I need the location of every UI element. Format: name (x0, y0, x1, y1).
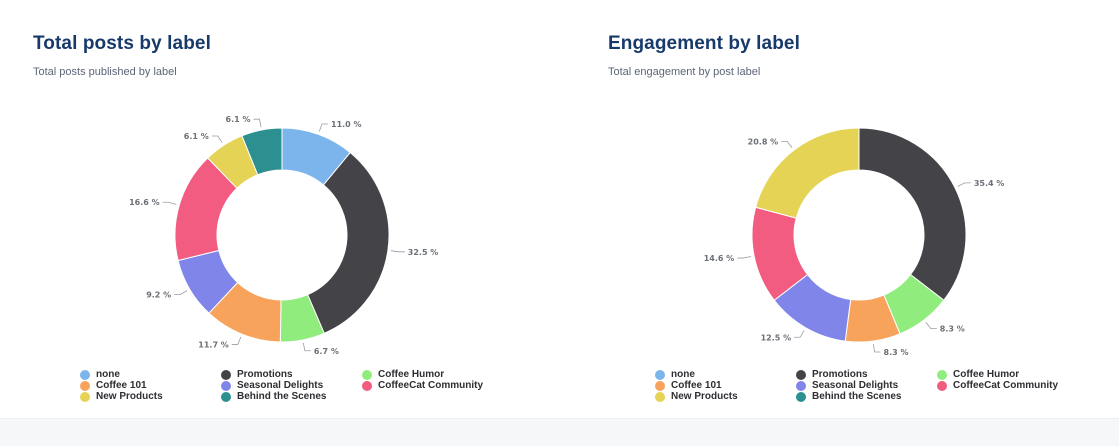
legend-label: New Products (96, 391, 163, 402)
data-label-new-products: 20.8 % (748, 137, 779, 146)
data-label-promotions: 32.5 % (408, 248, 439, 257)
legend-label: Coffee 101 (671, 380, 722, 391)
legend-marker (937, 380, 947, 391)
legend-item-behind-the-scenes[interactable]: Behind the Scenes (796, 391, 937, 402)
legend-marker (362, 380, 372, 391)
legend-item-coffee-humor[interactable]: Coffee Humor (937, 369, 1097, 380)
posts-by-label-panel: Total posts by label Total posts publish… (0, 0, 560, 418)
connector-new-products (211, 135, 223, 143)
legend-label: Coffee 101 (96, 380, 147, 391)
data-label-coffee-101: 11.7 % (198, 340, 229, 349)
legend-label: none (96, 369, 120, 380)
connector-promotions (957, 182, 971, 187)
data-label-behind-the-scenes: 6.1 % (226, 115, 251, 124)
legend-label: CoffeeCat Community (378, 380, 484, 391)
legend-marker (796, 380, 806, 391)
legend-label: Coffee Humor (953, 369, 1020, 380)
legend-item-promotions[interactable]: Promotions (796, 369, 937, 380)
legend-item-new-products[interactable]: New Products (80, 391, 221, 402)
connector-behind-the-scenes (253, 118, 262, 128)
slice-new-products[interactable] (755, 127, 860, 219)
legend-item-coffee-humor[interactable]: Coffee Humor (362, 369, 522, 380)
legend-item-none[interactable]: none (655, 369, 796, 380)
legend-marker (221, 369, 231, 380)
legend-marker (221, 391, 231, 402)
legend-marker (655, 391, 665, 402)
legend-item-promotions[interactable]: Promotions (221, 369, 362, 380)
chart-legend: none Promotions Coffee Humor Coffee 101 … (655, 369, 1115, 402)
legend-item-none[interactable]: none (80, 369, 221, 380)
legend-item-coffeecat-community[interactable]: CoffeeCat Community (362, 380, 522, 391)
data-label-seasonal-delights: 12.5 % (761, 333, 792, 342)
connector-promotions (390, 250, 405, 253)
legend-marker (796, 369, 806, 380)
connector-coffeecat-community (162, 201, 177, 205)
legend-marker (80, 380, 90, 391)
legend-label: Behind the Scenes (812, 391, 902, 402)
connector-coffee-101 (873, 343, 881, 353)
data-label-coffee-humor: 6.7 % (314, 347, 339, 356)
legend-item-coffee-101[interactable]: Coffee 101 (80, 380, 221, 391)
chart-title: Total posts by label (33, 33, 211, 54)
connector-coffee-humor (925, 322, 937, 330)
legend-label: New Products (671, 391, 738, 402)
legend-item-behind-the-scenes[interactable]: Behind the Scenes (221, 391, 362, 402)
legend-label: Behind the Scenes (237, 391, 327, 402)
legend-marker (655, 380, 665, 391)
legend-label: Promotions (812, 369, 868, 380)
data-label-coffeecat-community: 16.6 % (129, 198, 160, 207)
connector-coffee-101 (231, 336, 242, 345)
legend-item-seasonal-delights[interactable]: Seasonal Delights (221, 380, 362, 391)
dashboard-card: Total posts by label Total posts publish… (0, 0, 1119, 419)
engagement-by-label-panel: Engagement by label Total engagement by … (575, 0, 1119, 418)
legend-item-coffeecat-community[interactable]: CoffeeCat Community (937, 380, 1097, 391)
legend-marker (80, 369, 90, 380)
connector-new-products (781, 140, 793, 148)
connector-seasonal-delights (174, 290, 188, 296)
data-label-coffeecat-community: 14.6 % (704, 254, 735, 263)
chart-title: Engagement by label (608, 33, 800, 54)
data-label-none: 11.0 % (331, 120, 362, 129)
legend-label: Promotions (237, 369, 293, 380)
legend-label: Coffee Humor (378, 369, 445, 380)
chart-subtitle: Total engagement by post label (608, 66, 761, 78)
legend-marker (796, 391, 806, 402)
legend-item-coffee-101[interactable]: Coffee 101 (655, 380, 796, 391)
chart-legend: none Promotions Coffee Humor Coffee 101 … (80, 369, 540, 402)
data-label-seasonal-delights: 9.2 % (146, 291, 171, 300)
data-label-coffee-101: 8.3 % (884, 348, 909, 357)
data-label-promotions: 35.4 % (974, 179, 1005, 188)
legend-marker (221, 380, 231, 391)
legend-marker (80, 391, 90, 402)
slice-behind-the-scenes[interactable] (241, 127, 283, 176)
connector-none (318, 123, 329, 132)
legend-marker (655, 369, 665, 380)
legend-label: CoffeeCat Community (953, 380, 1059, 391)
data-label-new-products: 6.1 % (184, 132, 209, 141)
slice-promotions[interactable] (858, 127, 967, 301)
legend-label: none (671, 369, 695, 380)
donut-chart-posts: 11.0 % 32.5 % 6.7 % 11.7 % 9.2 % 16.6 % 6.1 % 6… (129, 115, 439, 356)
slice-promotions[interactable] (306, 151, 390, 334)
connector-seasonal-delights (794, 330, 805, 338)
connector-coffeecat-community (737, 256, 752, 259)
legend-label: Seasonal Delights (237, 380, 324, 391)
legend-item-seasonal-delights[interactable]: Seasonal Delights (796, 380, 937, 391)
legend-label: Seasonal Delights (812, 380, 899, 391)
connector-coffee-humor (302, 342, 311, 352)
legend-marker (362, 369, 372, 380)
data-label-coffee-humor: 8.3 % (940, 325, 965, 334)
legend-marker (937, 369, 947, 380)
chart-subtitle: Total posts published by label (33, 66, 177, 78)
donut-chart-engagement: 35.4 % 8.3 % 8.3 % 12.5 % 14.6 % 20.8 % (704, 127, 1005, 357)
legend-item-new-products[interactable]: New Products (655, 391, 796, 402)
